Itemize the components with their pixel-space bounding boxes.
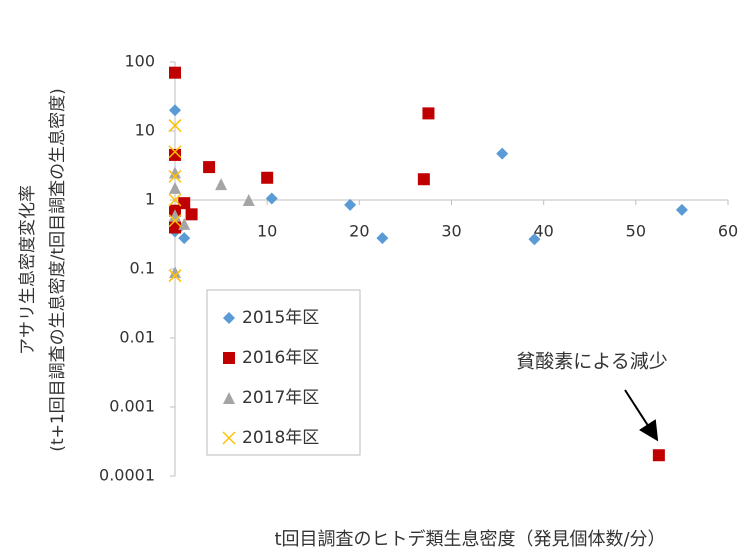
point	[168, 214, 182, 228]
point	[178, 217, 191, 230]
y-tick-label: 10	[135, 121, 155, 140]
point	[169, 66, 181, 79]
point	[169, 104, 181, 117]
point	[261, 171, 274, 184]
legend-marker	[223, 352, 235, 364]
point	[168, 145, 182, 159]
x-tick-label: 20	[349, 222, 369, 241]
point	[528, 233, 541, 246]
point	[169, 148, 181, 161]
point	[417, 173, 430, 186]
point	[168, 119, 182, 133]
point	[169, 266, 181, 279]
y-tick-label: 0.0001	[99, 466, 155, 485]
x-tick-label: 50	[626, 222, 646, 241]
point	[169, 166, 181, 179]
point	[178, 197, 191, 210]
legend-label: 2015年区	[242, 308, 319, 328]
legend-marker	[222, 431, 236, 445]
point	[344, 198, 357, 211]
point	[169, 181, 181, 194]
y-tick-label: 0.1	[130, 259, 155, 278]
point	[185, 208, 198, 221]
x-axis-title: t回目調査のヒトデ類生息密度（発見個体数/分）	[274, 529, 665, 550]
point	[178, 232, 191, 245]
x-tick-label: 60	[718, 222, 738, 241]
y-axis-title: アサリ生息密度変化率	[18, 185, 38, 355]
point	[203, 161, 216, 174]
point	[168, 193, 182, 207]
point	[496, 147, 509, 160]
point	[675, 203, 688, 216]
x-tick-label: 40	[533, 222, 553, 241]
point	[422, 107, 435, 120]
legend-label: 2018年区	[242, 428, 319, 448]
y-tick-label: 0.01	[119, 328, 155, 347]
x-tick-label: 30	[441, 222, 461, 241]
point	[265, 192, 278, 205]
y-tick-label: 1	[145, 190, 155, 209]
annotation-arrow	[624, 389, 659, 442]
legend-label: 2016年区	[242, 348, 319, 368]
x-tick-label: 10	[257, 222, 277, 241]
point	[652, 449, 665, 462]
point	[168, 269, 182, 283]
point	[169, 221, 181, 234]
legend-label: 2017年区	[242, 388, 319, 408]
legend-marker	[223, 392, 235, 404]
point	[242, 194, 255, 206]
annotation: 貧酸素による減少	[516, 351, 667, 373]
point	[215, 178, 228, 191]
y-axis-title: (t+1回目調査の生息密度/t回目調査の生息密度)	[48, 88, 68, 451]
y-tick-label: 100	[124, 52, 155, 71]
legend-marker	[223, 312, 235, 324]
y-tick-label: 0.001	[109, 397, 155, 416]
point	[168, 169, 182, 183]
point	[376, 232, 389, 245]
